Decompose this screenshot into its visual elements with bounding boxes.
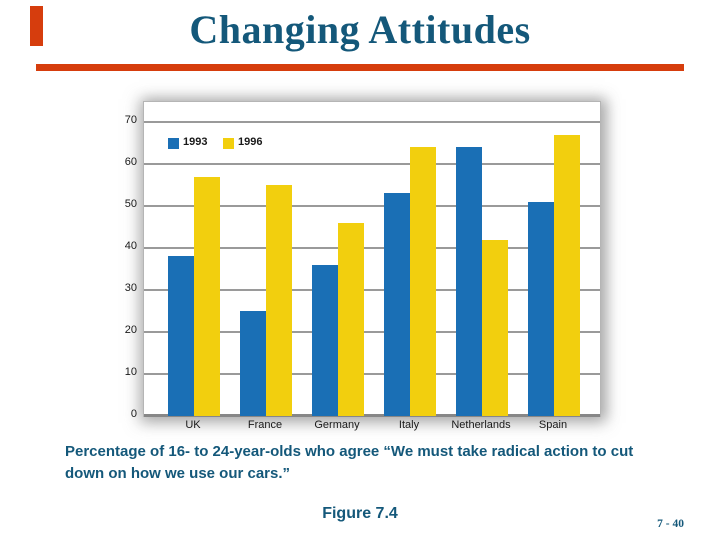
ytick-label-0: 0 xyxy=(130,408,137,420)
legend-label-1996: 1996 xyxy=(238,136,263,148)
bar-1993-Italy xyxy=(384,193,410,416)
legend-swatch-1996 xyxy=(223,138,234,149)
x-axis-line xyxy=(144,414,600,417)
category-label-Spain: Spain xyxy=(538,419,568,431)
red-accent-bar xyxy=(30,6,43,46)
bar-1996-France xyxy=(266,185,292,416)
title-underline-rule xyxy=(36,64,684,71)
category-label-France: France xyxy=(247,419,283,431)
bar-1996-Italy xyxy=(410,147,436,416)
gridline-40 xyxy=(144,247,600,249)
category-label-Italy: Italy xyxy=(398,419,420,431)
ytick-label-50: 50 xyxy=(124,198,137,210)
ytick-label-60: 60 xyxy=(124,156,137,168)
chart-caption: Percentage of 16- to 24-year-olds who ag… xyxy=(65,443,634,482)
category-label-Germany: Germany xyxy=(314,419,360,431)
bar-1993-Netherlands xyxy=(456,147,482,416)
gridline-10 xyxy=(144,373,600,375)
category-label-UK: UK xyxy=(185,419,201,431)
gridline-20 xyxy=(144,331,600,333)
slide-title: Changing Attitudes xyxy=(189,7,531,52)
bar-1996-Germany xyxy=(338,222,364,416)
bar-1996-UK xyxy=(194,176,220,416)
bar-1993-UK xyxy=(168,256,194,416)
gridline-70 xyxy=(144,121,600,123)
gridline-50 xyxy=(144,205,600,207)
bar-1993-Spain xyxy=(528,201,554,416)
legend-label-1993: 1993 xyxy=(183,136,208,148)
ytick-label-70: 70 xyxy=(124,114,137,126)
bar-1993-France xyxy=(240,311,266,416)
bar-1996-Netherlands xyxy=(482,239,508,416)
chart-plot-area: 1993 1996 xyxy=(143,101,601,417)
ytick-label-40: 40 xyxy=(124,240,137,252)
bar-chart: 1993 1996 UK France Germany Italy Netherlands… xyxy=(100,85,660,455)
figure-label: Figure 7.4 xyxy=(322,505,398,522)
page-number: 7 - 40 xyxy=(657,518,684,530)
legend-swatch-1993 xyxy=(168,138,179,149)
gridline-60 xyxy=(144,163,600,165)
ytick-label-30: 30 xyxy=(124,282,137,294)
ytick-label-10: 10 xyxy=(124,366,137,378)
category-label-Netherlands: Netherlands xyxy=(451,419,511,431)
gridline-30 xyxy=(144,289,600,291)
bar-1996-Spain xyxy=(554,134,580,416)
bar-1993-Germany xyxy=(312,264,338,416)
ytick-label-20: 20 xyxy=(124,324,137,336)
